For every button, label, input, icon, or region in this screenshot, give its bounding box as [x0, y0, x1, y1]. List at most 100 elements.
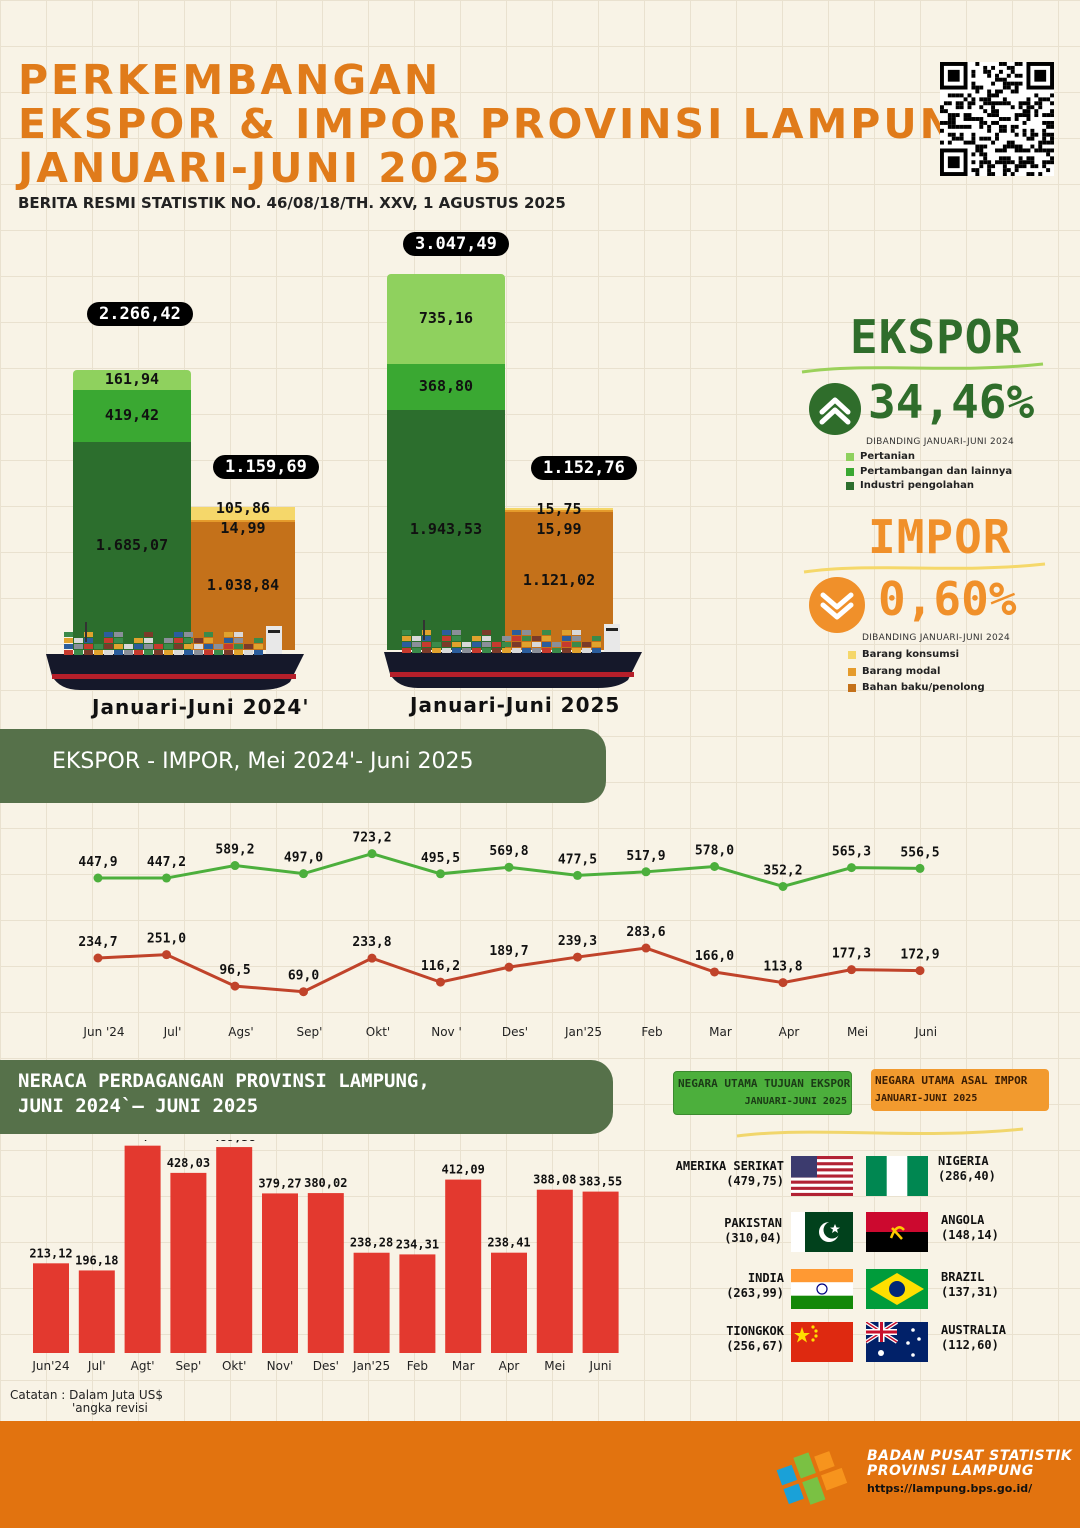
qr-module — [979, 160, 984, 165]
header-line-1: NEGARA UTAMA TUJUAN EKSPOR — [678, 1077, 851, 1090]
qr-module — [1002, 85, 1007, 90]
section-band-ekspor-impor: EKSPOR - IMPOR, Mei 2024'- Juni 2025 — [0, 729, 606, 803]
qr-module — [983, 109, 988, 114]
country-value: (479,75) — [726, 1174, 784, 1188]
x-tick-label: Apr — [779, 1025, 800, 1039]
qr-module — [967, 124, 972, 129]
ekspor-data-point — [230, 861, 240, 871]
container-box — [144, 632, 153, 637]
ekspor-total-badge: 2.266,42 — [87, 302, 193, 327]
neraca-bar — [536, 1189, 573, 1353]
container-box — [104, 632, 113, 637]
qr-module — [955, 101, 960, 106]
container-box — [442, 630, 451, 635]
qr-module — [1050, 93, 1054, 98]
qr-module — [1006, 65, 1011, 70]
container-box — [512, 630, 521, 635]
container-box — [432, 648, 441, 653]
container-box — [84, 644, 93, 649]
ekspor-data-label: 447,2 — [147, 855, 186, 870]
impor-data-point — [847, 965, 856, 975]
qr-module — [959, 136, 964, 141]
qr-module — [971, 73, 976, 78]
qr-module — [1038, 97, 1043, 102]
qr-module — [1002, 128, 1007, 133]
container-box — [154, 650, 163, 655]
container-box — [402, 636, 411, 641]
qr-module — [983, 97, 988, 102]
qr-module — [1034, 93, 1039, 98]
australia-flag-icon — [866, 1322, 928, 1362]
qr-module — [987, 172, 992, 176]
container-box — [114, 650, 123, 655]
qr-module — [987, 69, 992, 74]
impor-total-badge: 1.152,76 — [531, 455, 637, 480]
qr-module — [940, 120, 944, 125]
qr-module — [1002, 144, 1007, 149]
qr-module — [971, 117, 976, 121]
country-ekspor-1: AMERIKA SERIKAT (479,75) — [676, 1159, 784, 1189]
container-box — [204, 632, 213, 637]
note-line-2: 'angka revisi — [72, 1401, 148, 1415]
bar-chart-neraca: 213,12 Jun'24 196,18 Jul' 492,72 Agt' 428,03 Se… — [29, 1140, 622, 1373]
qr-module — [1002, 164, 1007, 169]
container-box — [224, 644, 233, 649]
nigeria-flag-icon — [866, 1156, 928, 1196]
ship-bridge-window — [268, 630, 280, 633]
x-tick-label: Ags' — [228, 1025, 253, 1039]
container-box — [224, 638, 233, 643]
container-box — [104, 644, 113, 649]
container-box — [572, 636, 581, 641]
header-line-1: NEGARA UTAMA ASAL IMPOR — [875, 1074, 1028, 1087]
impor-data-label: 239,3 — [558, 934, 597, 949]
container-box — [402, 630, 411, 635]
page-title-line-3: JANUARI-JUNI 2025 — [18, 144, 505, 192]
qr-module — [979, 120, 984, 125]
country-name: TIONGKOK — [726, 1324, 784, 1338]
container-box — [164, 650, 173, 655]
qr-module — [1046, 140, 1051, 145]
x-tick-label: Mar — [709, 1025, 732, 1039]
country-impor-3: BRAZIL (137,31) — [941, 1270, 999, 1300]
qr-finder-core — [947, 69, 960, 82]
qr-module — [1018, 113, 1023, 118]
ekspor-data-point — [93, 873, 103, 883]
container-box — [194, 644, 203, 649]
qr-code-icon[interactable] — [940, 62, 1054, 176]
impor-data-label: 177,3 — [832, 947, 871, 962]
country-ekspor-3: INDIA (263,99) — [726, 1271, 784, 1301]
qr-module — [1002, 101, 1007, 106]
container-box — [104, 650, 113, 655]
impor-data-label: 233,8 — [352, 935, 391, 950]
brazil-flag-icon — [866, 1269, 928, 1309]
qr-module — [1014, 73, 1019, 78]
bps-logo-icon — [776, 1451, 848, 1505]
qr-module — [987, 113, 992, 118]
footer-url-link[interactable]: https://lampung.bps.go.id/ — [867, 1482, 1033, 1495]
container-box — [482, 642, 491, 647]
qr-module — [963, 97, 968, 102]
ekspor-value-label-pertanian: 735,16 — [418, 309, 474, 328]
qr-module — [975, 85, 980, 90]
legend-swatch — [848, 683, 856, 692]
qr-module — [1014, 164, 1019, 169]
qr-module — [979, 164, 984, 169]
legend-swatch — [848, 650, 856, 659]
container-box — [144, 638, 153, 643]
qr-module — [998, 156, 1003, 161]
qr-module — [1006, 117, 1011, 121]
container-box — [124, 650, 133, 655]
qr-module — [1010, 172, 1015, 176]
qr-module — [991, 81, 996, 86]
qr-module — [1010, 105, 1015, 110]
container-box — [234, 644, 243, 649]
qr-module — [1042, 120, 1047, 125]
qr-module — [1022, 113, 1027, 118]
container-box — [532, 636, 541, 641]
container-box — [522, 636, 531, 641]
ekspor-data-label: 495,5 — [421, 851, 460, 866]
country-impor-4: AUSTRALIA (112,60) — [941, 1323, 1006, 1353]
qr-module — [940, 105, 944, 110]
qr-module — [979, 124, 984, 129]
container-box — [562, 636, 571, 641]
